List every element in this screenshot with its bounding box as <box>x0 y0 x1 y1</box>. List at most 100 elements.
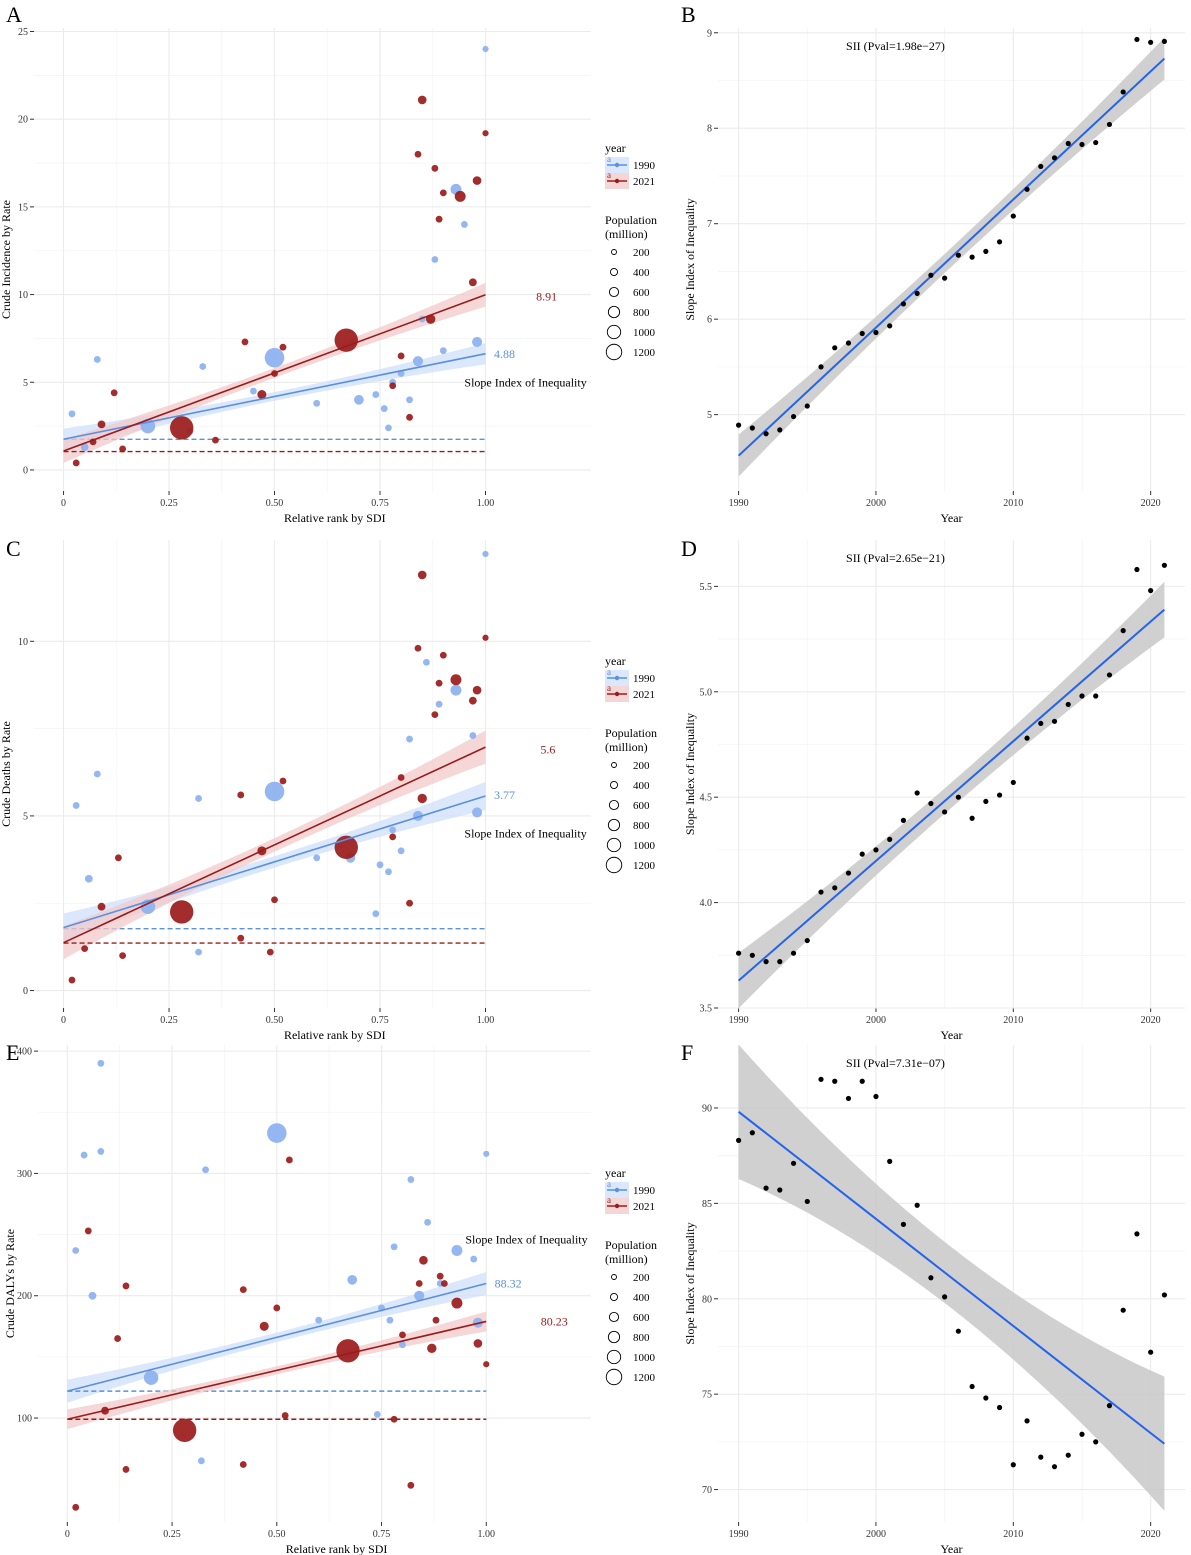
sii-value-1990: 3.77 <box>494 788 515 802</box>
y-axis-label: Crude DALYs by Rate <box>3 1229 17 1338</box>
plot-area <box>63 45 489 467</box>
y-axis-label: Crude Incidence by Rate <box>0 200 13 319</box>
data-point-2021 <box>407 1481 415 1489</box>
data-point-1990 <box>376 861 384 869</box>
data-point-2021 <box>279 777 287 785</box>
legend-key-point <box>614 178 620 184</box>
data-point-2021 <box>271 896 278 904</box>
data-point <box>1038 1454 1044 1460</box>
data-point-2021 <box>266 948 274 956</box>
legend-size-circle <box>608 1311 620 1323</box>
x-tick-label: 1.00 <box>477 498 495 509</box>
data-point <box>1093 139 1099 146</box>
data-point <box>900 817 907 823</box>
data-point-1990 <box>386 1316 394 1324</box>
y-tick-label: 5 <box>707 410 712 421</box>
data-point-2021 <box>72 1503 80 1511</box>
x-tick-label: 1990 <box>729 1015 749 1026</box>
y-axis-label: Slope Index of Inequality <box>683 198 697 320</box>
data-point <box>955 1328 961 1334</box>
data-point <box>969 1383 975 1390</box>
legend-size-circle <box>608 286 620 298</box>
data-point-2021 <box>389 382 397 390</box>
legend-size-circle <box>607 818 621 832</box>
sii-label: Slope Index of Inequality <box>465 1232 587 1246</box>
data-point <box>1065 140 1071 147</box>
y-tick-label: 0 <box>23 465 28 476</box>
sii-title: SII (Pval=1.98e−27) <box>846 39 945 53</box>
data-point-2021 <box>414 150 422 158</box>
data-point <box>900 301 907 307</box>
legend-size-label: 800 <box>633 820 650 832</box>
data-point <box>1024 1418 1030 1424</box>
data-point <box>859 1078 865 1084</box>
data-point <box>777 427 783 433</box>
legend-size-circle <box>605 1368 623 1386</box>
legend-size-label: 1000 <box>633 1352 656 1364</box>
data-point-1990 <box>389 826 397 834</box>
data-point-1990 <box>399 1341 406 1349</box>
data-point <box>1051 718 1058 724</box>
data-point-2021 <box>397 352 405 360</box>
data-point-1990 <box>385 868 392 876</box>
legend-key-letter: a <box>607 1195 611 1205</box>
sii-value-2021: 8.91 <box>536 289 557 303</box>
data-point <box>1038 163 1044 170</box>
data-point <box>1024 186 1030 192</box>
plot-area <box>67 1059 490 1511</box>
x-tick-label: 0 <box>61 1015 66 1026</box>
data-point <box>736 950 742 956</box>
data-point-2021 <box>97 902 106 911</box>
x-tick-label: 1.00 <box>477 1015 495 1026</box>
data-point-2021 <box>169 416 194 440</box>
y-tick-label: 100 <box>17 1414 32 1425</box>
data-point-2021 <box>451 1297 463 1309</box>
panel-f: F 1990 2000 2010 2020 70 75 80 85 90 Year Slope Ind… <box>681 1040 1185 1555</box>
data-point <box>1148 1349 1154 1355</box>
legend-year-title: year <box>605 1166 626 1180</box>
data-point-1990 <box>80 1151 88 1159</box>
x-tick-label: 0.25 <box>160 1015 178 1026</box>
data-point-1990 <box>347 1274 358 1285</box>
legend-year-title: year <box>605 141 626 155</box>
x-tick-label: 0.25 <box>160 498 178 509</box>
data-point <box>983 248 989 254</box>
data-point-1990 <box>439 347 447 355</box>
data-point <box>1120 1307 1126 1313</box>
data-point <box>1079 141 1085 148</box>
data-point-1990 <box>469 732 477 739</box>
legend-size-label: 400 <box>633 267 650 279</box>
x-axis-label: Year <box>940 1028 962 1042</box>
data-point-2021 <box>432 1316 440 1324</box>
y-tick-label: 70 <box>702 1485 712 1496</box>
data-point-2021 <box>281 1412 289 1420</box>
data-point-2021 <box>417 570 427 580</box>
data-point <box>1024 735 1030 741</box>
y-tick-label: 6 <box>707 315 712 326</box>
data-point-1990 <box>472 807 483 818</box>
data-point-2021 <box>273 1304 281 1312</box>
data-point <box>790 413 797 420</box>
y-tick-label: 0 <box>23 986 28 997</box>
data-point-1990 <box>372 910 380 918</box>
data-point-1990 <box>97 1147 105 1155</box>
y-tick-label: 5.5 <box>700 582 713 593</box>
data-point-2021 <box>68 976 76 984</box>
data-point-2021 <box>336 1339 360 1363</box>
y-tick-label: 3.5 <box>700 1004 713 1015</box>
x-axis-label: Year <box>940 511 962 525</box>
x-tick-label: 1990 <box>729 1529 749 1540</box>
data-point <box>1148 39 1154 45</box>
x-axis-label: Relative rank by SDI <box>286 1542 388 1555</box>
legend-size-circle <box>611 249 617 255</box>
data-point-2021 <box>389 833 397 841</box>
legend-population-unit: (million) <box>605 1252 648 1266</box>
data-point-2021 <box>110 389 118 397</box>
plot-background <box>34 540 591 1008</box>
legend-size-label: 400 <box>633 1292 650 1304</box>
data-point-2021 <box>439 189 447 197</box>
data-point-2021 <box>414 644 422 652</box>
data-point-1990 <box>372 391 380 398</box>
data-point-1990 <box>202 1166 209 1174</box>
plot-background <box>34 28 591 491</box>
